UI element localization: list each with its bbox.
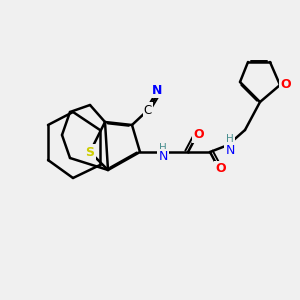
Text: N: N [158,151,168,164]
Text: H: H [159,143,167,153]
Text: O: O [281,79,291,92]
Text: O: O [194,128,204,142]
Text: N: N [225,145,235,158]
Text: N: N [152,83,162,97]
Text: H: H [226,134,234,144]
Text: C: C [144,103,152,116]
Text: S: S [85,146,94,158]
Text: O: O [216,163,226,176]
